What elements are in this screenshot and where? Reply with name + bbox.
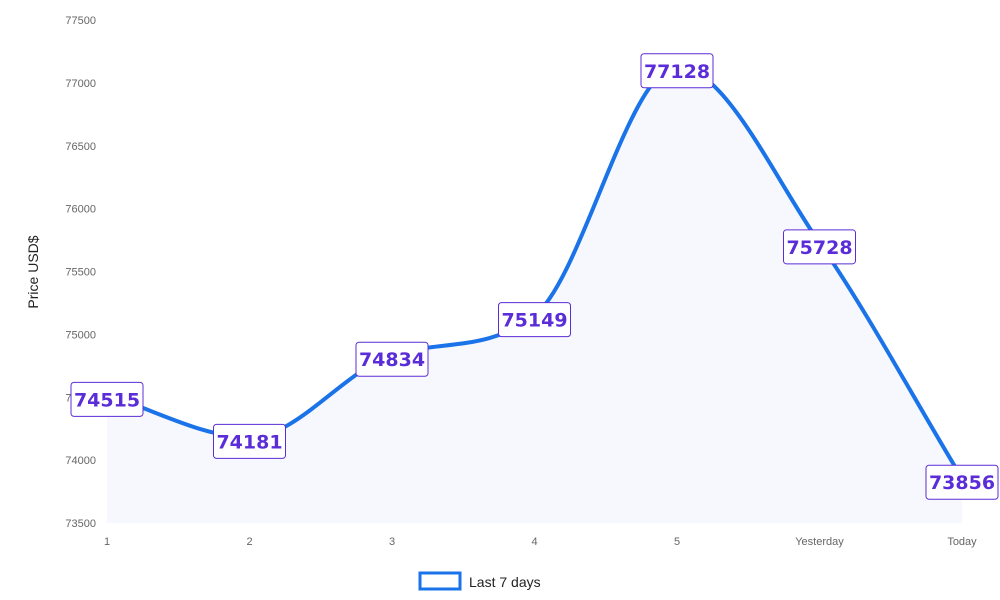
x-tick-label: 2: [246, 536, 252, 548]
x-tick-label: 1: [104, 536, 110, 548]
y-axis-title: Price USD$: [25, 235, 41, 308]
legend-label[interactable]: Last 7 days: [469, 574, 541, 590]
x-tick-label: 3: [389, 536, 395, 548]
x-tick-label: Yesterday: [795, 536, 844, 548]
data-label-text: 75728: [786, 237, 852, 259]
data-label-text: 74181: [216, 431, 282, 453]
y-tick-label: 76500: [65, 141, 96, 153]
x-tick-label: 5: [674, 536, 680, 548]
y-tick-label: 73500: [65, 518, 96, 530]
x-tick-label: 4: [531, 536, 537, 548]
data-label: 74181: [213, 423, 286, 459]
series-area-fill: [107, 66, 962, 524]
data-label-box: [498, 302, 571, 338]
y-tick-label: 76000: [65, 204, 96, 216]
data-label-text: 75149: [501, 310, 567, 332]
data-label: 77128: [640, 53, 714, 89]
data-label: 73856: [925, 464, 999, 500]
x-tick-label: Today: [947, 536, 977, 548]
y-tick-label: 75500: [65, 267, 96, 279]
x-axis: 1 2 3 4 5 Yesterday Today: [104, 536, 977, 548]
data-label: 75728: [783, 229, 856, 265]
data-label-box: [640, 53, 714, 89]
data-label-text: 74515: [74, 389, 140, 411]
data-label: 74515: [70, 381, 144, 417]
legend[interactable]: Last 7 days: [418, 571, 541, 591]
y-axis: 7350074000745007500075500760007650077000…: [65, 15, 96, 530]
y-tick-label: 75000: [65, 329, 96, 341]
data-label-box: [70, 381, 144, 417]
y-tick-label: 77000: [65, 78, 96, 90]
data-labels: 74515 74181 74834 75149 77128 75728 73856: [70, 53, 999, 500]
data-label-text: 73856: [929, 472, 995, 494]
data-label-text: 74834: [359, 349, 425, 371]
data-label: 74834: [355, 341, 429, 377]
data-label: 75149: [498, 302, 571, 338]
legend-swatch[interactable]: [418, 571, 462, 591]
data-label-box: [925, 464, 999, 500]
y-tick-label: 77500: [65, 15, 96, 27]
y-tick-label: 74000: [65, 455, 96, 467]
data-label-box: [355, 341, 429, 377]
data-label-box: [783, 229, 856, 265]
data-label-text: 77128: [644, 61, 710, 83]
data-label-box: [213, 423, 286, 459]
